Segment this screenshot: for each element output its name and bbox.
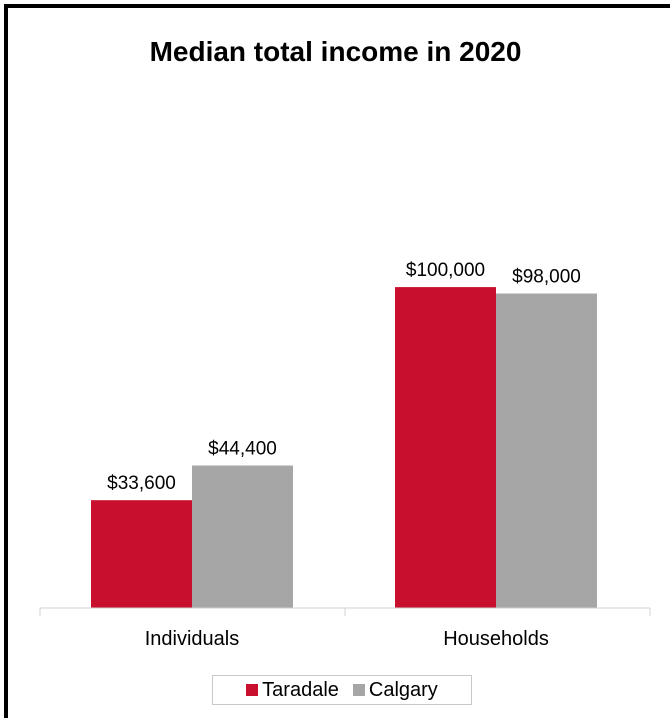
legend-item-taradale: Taradale xyxy=(246,679,339,702)
bar-taradale-individuals xyxy=(91,500,192,608)
bar-calgary-individuals xyxy=(192,465,293,608)
data-label: $44,400 xyxy=(208,439,277,460)
legend-swatch xyxy=(352,684,365,696)
chart-frame xyxy=(4,4,670,718)
category-label: Households xyxy=(443,628,549,650)
legend-label: Taradale xyxy=(262,678,339,701)
category-label: Individuals xyxy=(145,628,240,650)
legend-label: Calgary xyxy=(368,678,438,701)
chart-legend: Taradale Calgary xyxy=(212,675,472,705)
data-label: $100,000 xyxy=(406,260,485,281)
legend-swatch xyxy=(246,684,259,696)
legend-item-calgary: Calgary xyxy=(352,678,438,702)
data-label: $33,600 xyxy=(107,473,176,494)
data-label: $98,000 xyxy=(512,267,581,288)
chart-title: Median total income in 2020 xyxy=(149,36,522,67)
bar-taradale-households xyxy=(395,287,496,608)
bar-calgary-households xyxy=(496,293,597,608)
